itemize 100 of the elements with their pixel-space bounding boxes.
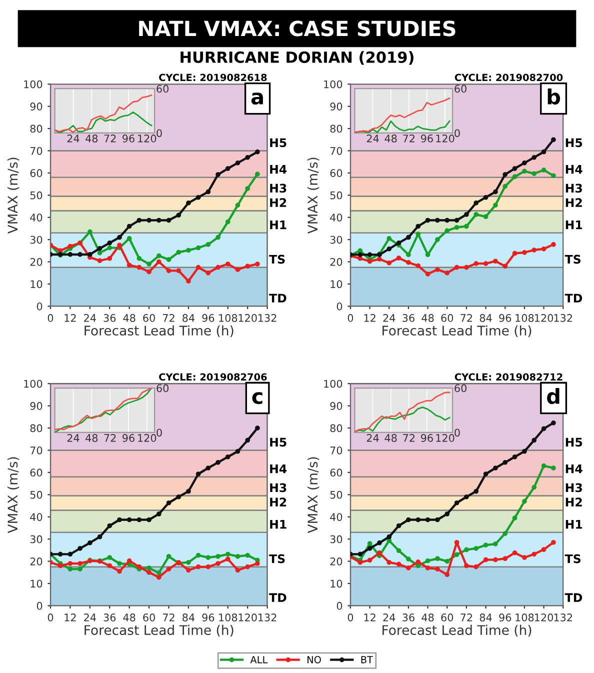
point bbox=[396, 523, 402, 528]
y-tick-label: 90 bbox=[330, 402, 342, 410]
y-axis-title: VMAX (m/s) bbox=[307, 457, 320, 534]
band-label: TS bbox=[564, 254, 581, 264]
point bbox=[502, 264, 508, 269]
point bbox=[532, 171, 537, 176]
point bbox=[186, 200, 191, 206]
point bbox=[225, 262, 230, 266]
point bbox=[107, 523, 112, 528]
y-tick-label: 60 bbox=[30, 468, 42, 477]
point bbox=[186, 560, 191, 565]
point bbox=[425, 566, 430, 570]
x-tick-label: 24 bbox=[67, 434, 80, 442]
x-tick-label: 0 bbox=[48, 614, 54, 622]
point bbox=[156, 574, 162, 580]
point bbox=[483, 261, 488, 266]
point bbox=[502, 184, 508, 189]
x-tick-label: 60 bbox=[441, 314, 454, 322]
y-tick-label: 60 bbox=[330, 169, 342, 178]
x-tick-label: 24 bbox=[383, 614, 396, 622]
point bbox=[474, 200, 479, 206]
y-tick-label: 80 bbox=[30, 124, 42, 133]
x-tick-label: 48 bbox=[123, 614, 136, 622]
point bbox=[126, 236, 132, 241]
y-tick-label: 40 bbox=[330, 214, 342, 222]
y-tick-label: 70 bbox=[330, 146, 342, 155]
point bbox=[416, 560, 421, 564]
y-tick-label: 10 bbox=[30, 580, 42, 588]
point bbox=[78, 252, 82, 257]
band-label: H3 bbox=[270, 483, 286, 492]
point bbox=[196, 264, 201, 270]
band-label: H1 bbox=[270, 220, 286, 230]
point bbox=[474, 212, 479, 217]
point bbox=[358, 256, 363, 261]
y-tick-label: 20 bbox=[30, 258, 42, 266]
point bbox=[541, 168, 546, 173]
y-tick-label: 30 bbox=[30, 535, 42, 544]
band-label: H3 bbox=[566, 483, 582, 492]
line-series bbox=[54, 112, 152, 133]
point bbox=[377, 256, 382, 262]
point bbox=[444, 558, 450, 564]
point bbox=[406, 252, 411, 258]
point bbox=[58, 563, 63, 568]
x-tick-label: 12 bbox=[64, 614, 76, 622]
x-tick-label: 12 bbox=[364, 614, 376, 622]
y-tick-label: 30 bbox=[330, 535, 342, 544]
point bbox=[532, 438, 537, 443]
x-tick-label: 120 bbox=[238, 614, 257, 622]
point bbox=[551, 420, 556, 426]
x-tick-label: 24 bbox=[366, 134, 379, 142]
point bbox=[367, 541, 372, 546]
point bbox=[68, 252, 73, 257]
point bbox=[425, 252, 430, 258]
point bbox=[367, 558, 372, 563]
point bbox=[512, 166, 518, 171]
point bbox=[176, 268, 182, 274]
point bbox=[117, 517, 122, 522]
point bbox=[126, 517, 132, 522]
point bbox=[68, 561, 73, 566]
legend-label: BT bbox=[361, 656, 374, 664]
y-tick-label: 50 bbox=[330, 490, 342, 499]
y-tick-label: 90 bbox=[30, 102, 42, 110]
point bbox=[206, 242, 211, 247]
point bbox=[206, 564, 211, 570]
point bbox=[107, 563, 112, 568]
point bbox=[146, 566, 152, 570]
point bbox=[483, 472, 488, 476]
point bbox=[377, 550, 382, 556]
point bbox=[425, 272, 430, 276]
x-tick-label: 72 bbox=[403, 134, 414, 142]
point bbox=[146, 269, 152, 274]
point bbox=[435, 267, 440, 272]
y-tick-label: 40 bbox=[30, 513, 42, 521]
band-label: H4 bbox=[566, 464, 582, 474]
y-tick-label: 70 bbox=[330, 446, 342, 454]
y-tick-label: 60 bbox=[30, 169, 42, 178]
x-axis-title: Forecast Lead Time (h) bbox=[84, 325, 234, 338]
point bbox=[425, 218, 430, 223]
point bbox=[87, 540, 92, 546]
point bbox=[406, 566, 411, 570]
point bbox=[156, 259, 162, 264]
point bbox=[406, 260, 411, 265]
point bbox=[493, 557, 498, 562]
x-tick-label: 0 bbox=[48, 314, 54, 322]
band-label: H1 bbox=[566, 220, 582, 230]
x-tick-label: 96 bbox=[122, 134, 134, 142]
y-tick-label: 60 bbox=[156, 384, 169, 392]
point bbox=[493, 202, 498, 208]
point bbox=[176, 212, 182, 218]
point bbox=[416, 232, 421, 236]
point bbox=[493, 542, 498, 546]
point bbox=[416, 517, 421, 522]
point bbox=[454, 540, 460, 545]
point bbox=[225, 454, 230, 460]
x-tick-label: 120 bbox=[436, 434, 454, 442]
point bbox=[551, 137, 556, 142]
y-tick-label: 30 bbox=[30, 236, 42, 244]
x-tick-label: 24 bbox=[84, 314, 96, 322]
point bbox=[97, 246, 102, 251]
x-tick-label: 36 bbox=[402, 314, 414, 322]
